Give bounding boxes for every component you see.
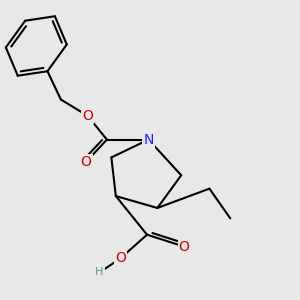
Text: O: O — [115, 251, 126, 266]
Text: N: N — [143, 133, 154, 147]
Text: H: H — [95, 268, 104, 278]
Text: O: O — [82, 109, 93, 123]
Text: O: O — [81, 155, 92, 169]
Text: O: O — [179, 240, 190, 254]
